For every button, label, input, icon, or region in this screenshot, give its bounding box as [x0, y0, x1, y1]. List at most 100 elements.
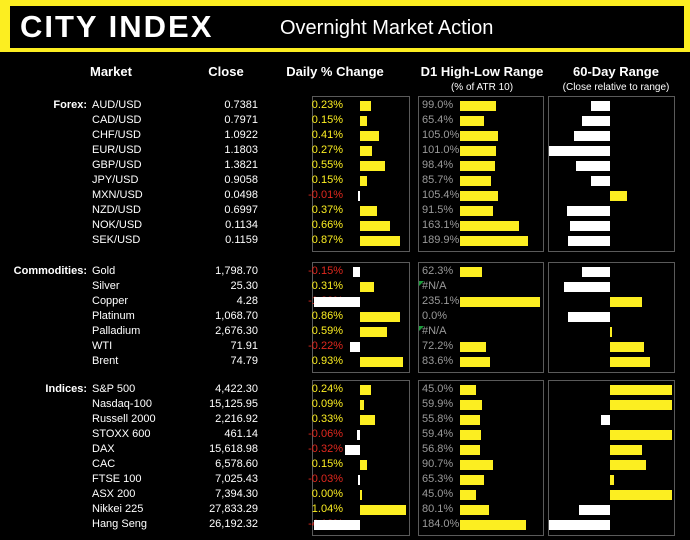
sixty-day-box	[548, 262, 675, 373]
close-value: 461.14	[224, 428, 258, 440]
d1-range-value: 59.4%	[422, 428, 454, 440]
daily-change-bar	[360, 236, 401, 246]
d1-range-value: 45.0%	[422, 488, 454, 500]
d1-range-bar	[460, 415, 481, 425]
daily-change-box	[312, 262, 410, 373]
close-value: 71.91	[230, 340, 258, 352]
sixty-day-bar	[610, 475, 614, 485]
close-value: 2,676.30	[215, 325, 258, 337]
market-name: NOK/USD	[92, 219, 143, 231]
d1-range-bar	[460, 116, 484, 126]
d1-range-bar	[460, 460, 493, 470]
sixty-day-bar	[610, 430, 672, 440]
city-index-logo: CITY INDEX	[20, 9, 214, 44]
daily-change-value: -0.03%	[308, 473, 343, 485]
daily-change-bar	[360, 161, 386, 171]
close-value: 0.9058	[224, 174, 258, 186]
market-name: SEK/USD	[92, 234, 141, 246]
market-name: Russell 2000	[92, 413, 156, 425]
d1-range-bar	[460, 475, 484, 485]
sixty-day-bar	[610, 327, 612, 337]
sixty-day-bar	[610, 460, 646, 470]
sixty-day-bar	[610, 191, 628, 201]
sixty-day-bar	[610, 445, 643, 455]
sixty-day-bar	[600, 415, 610, 425]
sixty-day-bar	[569, 221, 610, 231]
close-value: 0.7971	[224, 114, 258, 126]
section-label: Indices:	[45, 383, 87, 395]
d1-range-value: 189.9%	[422, 234, 460, 246]
market-name: Silver	[92, 280, 120, 292]
daily-change-value: -0.32%	[308, 443, 343, 455]
market-name: CAC	[92, 458, 116, 470]
sixty-day-bar	[591, 176, 610, 186]
d1-range-value: 163.1%	[422, 219, 460, 231]
market-name: Nikkei 225	[92, 503, 144, 515]
sixty-day-bar	[566, 206, 610, 216]
close-value: 26,192.32	[209, 518, 258, 530]
daily-change-bar	[314, 297, 360, 307]
close-value: 0.1159	[225, 234, 258, 246]
close-value: 1,798.70	[215, 265, 258, 277]
daily-change-bar	[360, 282, 375, 292]
sixty-day-bar	[610, 490, 672, 500]
market-name: S&P 500	[92, 383, 136, 395]
daily-change-value: 0.15%	[311, 114, 343, 126]
market-name: Palladium	[92, 325, 141, 337]
daily-change-value: 0.93%	[311, 355, 343, 367]
daily-change-value: 0.33%	[311, 413, 343, 425]
d1-range-value: 85.7%	[422, 174, 454, 186]
market-name: Nasdaq-100	[92, 398, 152, 410]
daily-change-bar	[360, 221, 391, 231]
market-name: CHF/USD	[92, 129, 141, 141]
daily-change-bar	[357, 430, 360, 440]
d1-range-value: 101.0%	[422, 144, 460, 156]
market-name: STOXX 600	[92, 428, 151, 440]
daily-change-value: 0.86%	[311, 310, 343, 322]
column-header-sixty-day: 60-Day Range	[573, 64, 659, 79]
d1-range-value: 99.0%	[422, 99, 454, 111]
daily-change-bar	[360, 312, 400, 322]
d1-range-value: 55.8%	[422, 413, 454, 425]
daily-change-bar	[360, 357, 403, 367]
sixty-day-bar	[567, 236, 610, 246]
market-name: Brent	[92, 355, 119, 367]
sixty-day-bar	[574, 131, 610, 141]
daily-change-bar	[360, 146, 373, 156]
close-value: 7,025.43	[215, 473, 258, 485]
market-name: Copper	[92, 295, 129, 307]
header-banner: CITY INDEX Overnight Market Action	[0, 0, 690, 52]
sixty-day-bar	[575, 161, 610, 171]
market-name: AUD/USD	[92, 99, 142, 111]
column-header-daily-change: Daily % Change	[286, 64, 384, 79]
na-indicator-icon	[419, 281, 424, 286]
d1-range-value: #N/A	[422, 280, 447, 292]
daily-change-bar	[358, 191, 360, 201]
market-name: Platinum	[92, 310, 135, 322]
d1-range-bar	[460, 400, 482, 410]
market-name: CAD/USD	[92, 114, 142, 126]
sixty-day-box	[548, 380, 675, 536]
daily-change-value: 0.55%	[311, 159, 343, 171]
d1-range-bar	[460, 146, 497, 156]
d1-range-value: 90.7%	[422, 458, 454, 470]
d1-range-bar	[460, 161, 496, 171]
daily-change-value: 0.00%	[311, 488, 343, 500]
daily-change-bar	[353, 267, 360, 277]
market-name: FTSE 100	[92, 473, 142, 485]
daily-change-value: 0.59%	[311, 325, 343, 337]
sixty-day-bar	[579, 505, 610, 515]
sixty-day-bar	[610, 357, 651, 367]
d1-range-value: 56.8%	[422, 443, 454, 455]
sixty-day-bar	[610, 297, 643, 307]
daily-change-value: -0.01%	[308, 189, 343, 201]
close-value: 4,422.30	[215, 383, 258, 395]
d1-range-value: 72.2%	[422, 340, 454, 352]
d1-range-bar	[460, 101, 496, 111]
daily-change-bar	[345, 445, 360, 455]
market-name: Gold	[92, 265, 116, 277]
d1-range-value: 105.0%	[422, 129, 460, 141]
d1-range-bar	[460, 131, 498, 141]
d1-range-bar	[460, 342, 486, 352]
close-value: 6,578.60	[215, 458, 258, 470]
